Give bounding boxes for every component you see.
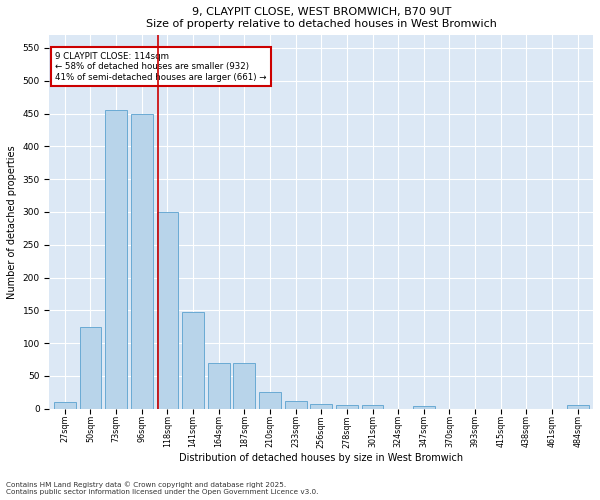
Y-axis label: Number of detached properties: Number of detached properties [7, 145, 17, 298]
Bar [285, 401, 307, 409]
Bar [259, 392, 281, 409]
Bar [80, 327, 101, 409]
Bar [567, 405, 589, 409]
Bar [362, 405, 383, 409]
Title: 9, CLAYPIT CLOSE, WEST BROMWICH, B70 9UT
Size of property relative to detached h: 9, CLAYPIT CLOSE, WEST BROMWICH, B70 9UT… [146, 7, 497, 28]
Bar [233, 363, 255, 409]
Bar [182, 312, 204, 409]
Bar [413, 406, 435, 409]
Bar [105, 110, 127, 409]
Text: 9 CLAYPIT CLOSE: 114sqm
← 58% of detached houses are smaller (932)
41% of semi-d: 9 CLAYPIT CLOSE: 114sqm ← 58% of detache… [55, 52, 266, 82]
X-axis label: Distribution of detached houses by size in West Bromwich: Distribution of detached houses by size … [179, 453, 463, 463]
Bar [54, 402, 76, 409]
Bar [131, 114, 152, 409]
Bar [208, 363, 230, 409]
Bar [157, 212, 178, 409]
Bar [336, 405, 358, 409]
Text: Contains HM Land Registry data © Crown copyright and database right 2025.
Contai: Contains HM Land Registry data © Crown c… [6, 482, 319, 495]
Bar [310, 404, 332, 409]
